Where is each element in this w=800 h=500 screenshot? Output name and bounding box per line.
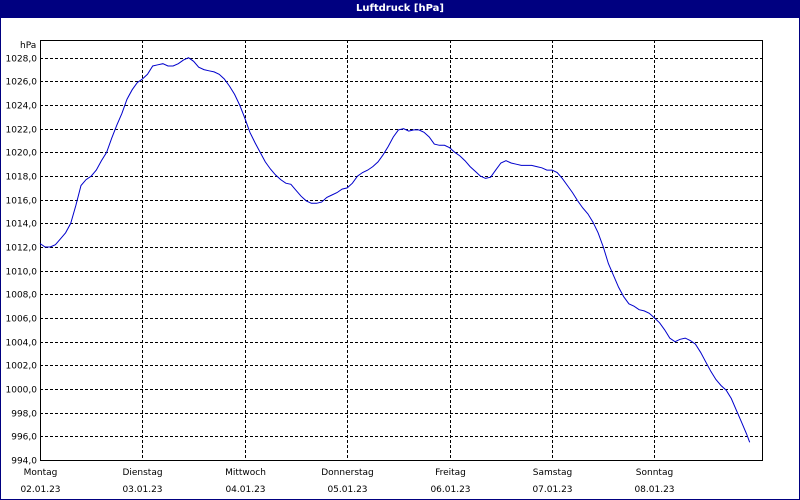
y-tick-label: 1004,0 [6, 339, 38, 349]
y-tick-label: 1014,0 [6, 220, 38, 230]
y-tick-label: 994,0 [11, 457, 37, 467]
y-axis-label: hPa [20, 41, 36, 51]
x-tick-day: Sonntag [636, 468, 673, 478]
x-tick-date: 06.01.23 [430, 485, 470, 495]
y-tick-label: 1006,0 [6, 315, 38, 325]
y-tick-label: 996,0 [11, 433, 37, 443]
chart-title: Luftdruck [hPa] [0, 0, 800, 18]
y-tick-label: 1028,0 [6, 55, 38, 65]
x-tick-date: 08.01.23 [634, 485, 674, 495]
y-tick-label: 1000,0 [6, 386, 38, 396]
y-tick-label: 1016,0 [6, 197, 38, 207]
x-axis-ticks: Montag 02.01.23 Dienstag 03.01.23 Mittwoch 04… [20, 468, 674, 495]
series-line [39, 57, 751, 443]
x-tick-day: Freitag [435, 468, 466, 478]
x-tick-day: Mittwoch [225, 468, 266, 478]
plot-area-border [40, 40, 763, 461]
y-tick-label: 1010,0 [6, 268, 38, 278]
y-tick-label: 1020,0 [6, 149, 38, 159]
y-axis-ticks: 994,0 996,0 998,0 1000,0 1002,0 1004,0 1006,0 1… [6, 55, 38, 467]
x-tick-date: 04.01.23 [225, 485, 265, 495]
x-tick-day: Montag [24, 468, 58, 478]
x-tick-day: Samstag [533, 468, 572, 478]
y-tick-label: 1012,0 [6, 244, 38, 254]
y-tick-label: 1002,0 [6, 362, 38, 372]
y-tick-label: 1018,0 [6, 173, 38, 183]
x-tick-date: 07.01.23 [532, 485, 572, 495]
x-tick-day: Dienstag [122, 468, 162, 478]
y-tick-label: 1008,0 [6, 291, 38, 301]
x-tick-date: 02.01.23 [20, 485, 60, 495]
y-tick-label: 1022,0 [6, 126, 38, 136]
y-tick-label: 998,0 [11, 410, 37, 420]
grid [40, 40, 762, 461]
x-tick-day: Donnerstag [321, 468, 374, 478]
x-tick-date: 03.01.23 [122, 485, 162, 495]
y-tick-label: 1024,0 [6, 102, 38, 112]
x-tick-date: 05.01.23 [327, 485, 367, 495]
y-tick-label: 1026,0 [6, 78, 38, 88]
